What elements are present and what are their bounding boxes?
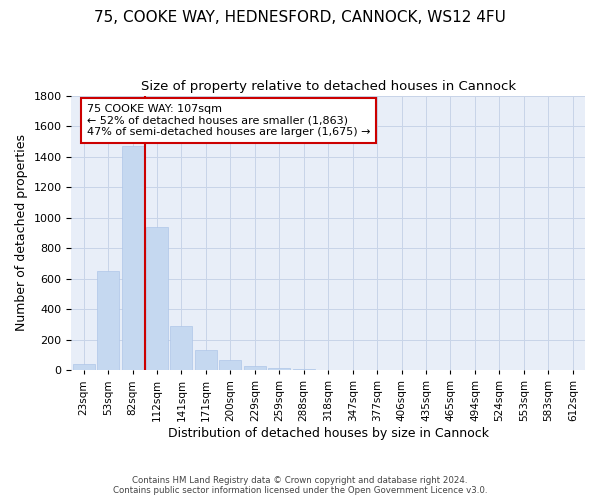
Text: Contains HM Land Registry data © Crown copyright and database right 2024.
Contai: Contains HM Land Registry data © Crown c… <box>113 476 487 495</box>
Bar <box>268 368 290 370</box>
Bar <box>122 146 143 370</box>
Bar <box>293 369 315 370</box>
Bar <box>73 364 95 370</box>
X-axis label: Distribution of detached houses by size in Cannock: Distribution of detached houses by size … <box>168 427 489 440</box>
Bar <box>170 326 193 370</box>
Title: Size of property relative to detached houses in Cannock: Size of property relative to detached ho… <box>140 80 516 93</box>
Bar <box>220 360 241 370</box>
Text: 75, COOKE WAY, HEDNESFORD, CANNOCK, WS12 4FU: 75, COOKE WAY, HEDNESFORD, CANNOCK, WS12… <box>94 10 506 25</box>
Bar <box>244 366 266 370</box>
Text: 75 COOKE WAY: 107sqm
← 52% of detached houses are smaller (1,863)
47% of semi-de: 75 COOKE WAY: 107sqm ← 52% of detached h… <box>87 104 370 137</box>
Bar <box>195 350 217 370</box>
Y-axis label: Number of detached properties: Number of detached properties <box>15 134 28 332</box>
Bar <box>97 271 119 370</box>
Bar <box>146 227 168 370</box>
